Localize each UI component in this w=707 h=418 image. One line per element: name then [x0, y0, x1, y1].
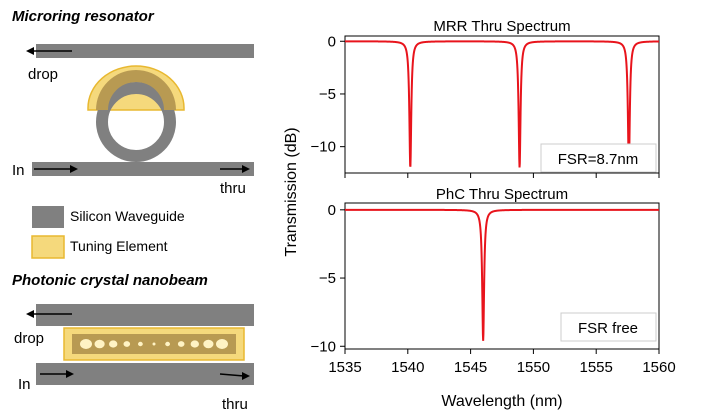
mrr-annotation-box [540, 143, 657, 173]
mrr-y-ticks: 0 −5 −10 [311, 33, 345, 156]
y-tick-label: −5 [319, 86, 336, 103]
y-tick-label: −5 [319, 270, 336, 287]
y-tick-label: 0 [328, 202, 336, 219]
x-tick-label: 1535 [328, 359, 361, 376]
microring-tuning-overlap [96, 70, 176, 110]
y-tick-label: −10 [311, 139, 336, 156]
nanobeam-hole [216, 339, 228, 349]
microring-drop-label: drop [28, 66, 59, 83]
mrr-x-ticks [344, 173, 660, 178]
nanobeam-drop-waveguide [36, 304, 254, 326]
nanobeam-hole [165, 341, 171, 347]
y-axis-label: Transmission (dB) [283, 127, 300, 256]
nanobeam-holes [80, 339, 228, 349]
thru-arrowhead [242, 165, 250, 173]
y-tick-label: −10 [311, 338, 336, 355]
microring-ring [96, 82, 176, 162]
phc-annotation-box [560, 312, 657, 342]
nanobeam-hole [152, 342, 156, 346]
mrr-spectrum-line [345, 40, 659, 168]
microring-thru-waveguide [32, 162, 254, 176]
nanobeam-hole [138, 341, 143, 347]
nanobeam-hole [177, 341, 185, 347]
phc-annotation: FSR free [578, 320, 638, 337]
x-tick-label: 1555 [580, 359, 613, 376]
nanobeam-in-label: In [18, 376, 31, 393]
microring-title: Microring resonator [12, 8, 154, 25]
device-diagrams [26, 44, 254, 385]
nanobeam-thru-label: thru [222, 396, 248, 413]
in-arrowhead [70, 165, 78, 173]
phc-x-ticks: 1535 1540 1545 1550 1555 1560 [328, 349, 676, 376]
legend-tuning-label: Tuning Element [70, 238, 168, 254]
nanobeam-title: Photonic crystal nanobeam [12, 272, 208, 289]
nanobeam-hole [94, 339, 105, 349]
phc-chart-title: PhC Thru Spectrum [436, 186, 568, 203]
x-axis-label: Wavelength (nm) [441, 393, 562, 410]
x-tick-label: 1545 [454, 359, 487, 376]
nanobeam-in-arrowhead [66, 370, 74, 378]
legend-waveguide-label: Silicon Waveguide [70, 208, 185, 224]
phc-plot-frame [344, 202, 660, 350]
phc-spectrum-line [345, 208, 659, 341]
nanobeam-hole [203, 339, 214, 349]
microring-in-label: In [12, 162, 25, 179]
nanobeam-hole [109, 340, 118, 348]
mrr-chart-title: MRR Thru Spectrum [433, 18, 570, 35]
microring-thru-label: thru [220, 180, 246, 197]
mrr-plot-frame [344, 35, 660, 174]
nanobeam-drop-arrowhead [26, 310, 34, 318]
y-tick-label: 0 [328, 33, 336, 50]
nanobeam-hole [123, 341, 131, 347]
nanobeam-thru-waveguide [36, 363, 254, 385]
mrr-annotation: FSR=8.7nm [558, 151, 638, 168]
drop-arrowhead [26, 47, 34, 55]
nanobeam-thru-arrow [219, 373, 245, 377]
x-tick-label: 1560 [642, 359, 675, 376]
nanobeam-thru-arrowhead [242, 372, 250, 380]
x-tick-label: 1540 [391, 359, 424, 376]
legend-tuning-swatch [31, 235, 65, 259]
nanobeam-drop-label: drop [14, 330, 45, 347]
microring-drop-waveguide [36, 44, 254, 58]
nanobeam-hole [80, 339, 92, 349]
nanobeam-hole [190, 340, 199, 348]
phc-y-ticks: 0 −5 −10 [311, 202, 345, 355]
x-tick-label: 1550 [517, 359, 550, 376]
legend-waveguide-swatch [32, 206, 64, 228]
